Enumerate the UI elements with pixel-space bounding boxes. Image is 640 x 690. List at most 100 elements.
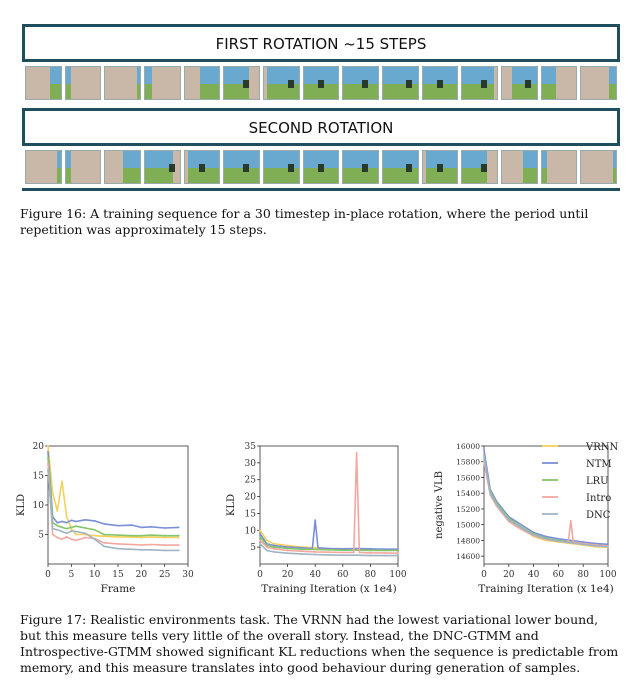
y-axis-label: KLD — [226, 494, 237, 516]
rotation-frame — [421, 66, 459, 100]
rotation-frame — [25, 66, 62, 100]
data-point — [177, 544, 180, 547]
data-point — [117, 547, 119, 550]
data-point — [607, 543, 609, 546]
rotation-frame — [382, 66, 419, 100]
data-point — [70, 519, 73, 522]
rotation-frame — [540, 66, 578, 100]
x-tick-label: 0 — [45, 570, 51, 580]
x-tick-label: 40 — [528, 570, 540, 580]
data-point — [272, 546, 275, 549]
x-tick-label: 40 — [309, 570, 321, 580]
data-point — [300, 550, 303, 553]
data-point — [117, 534, 119, 536]
y-tick-label: 30 — [245, 459, 257, 469]
data-point — [84, 532, 87, 535]
data-point — [520, 523, 523, 526]
data-point — [93, 528, 96, 531]
data-point — [56, 536, 59, 539]
data-point — [177, 534, 180, 537]
x-tick-label: 80 — [365, 570, 377, 580]
rotation-frame — [421, 150, 459, 184]
series-line-intro — [47, 463, 179, 546]
data-point — [341, 549, 344, 552]
data-point — [286, 544, 289, 547]
rotation-frame — [461, 150, 499, 184]
x-tick-label: 25 — [159, 570, 171, 580]
y-tick-label: 10 — [33, 501, 45, 511]
data-point — [355, 451, 358, 454]
data-point — [65, 515, 68, 518]
data-point — [607, 545, 609, 548]
data-point — [328, 548, 330, 551]
data-point — [397, 554, 399, 557]
data-point — [286, 547, 289, 550]
y-tick-label: 5 — [250, 543, 256, 553]
data-point — [61, 520, 63, 523]
rotation-frame — [144, 150, 181, 184]
data-point — [131, 543, 133, 546]
rotation-frame — [263, 66, 300, 100]
data-point — [75, 533, 77, 536]
data-point — [93, 538, 96, 541]
y-tick-label: 10 — [245, 526, 257, 536]
data-point — [47, 451, 49, 453]
first-rotation-title: FIRST ROTATION ~15 STEPS — [215, 35, 427, 53]
data-point — [259, 536, 261, 538]
data-point — [65, 521, 68, 524]
data-point — [557, 537, 560, 540]
figure17-caption: Figure 17: Realistic environments task. … — [20, 612, 619, 675]
data-point — [483, 449, 485, 451]
data-point — [177, 526, 180, 529]
data-point — [140, 544, 143, 547]
plot-frame — [259, 445, 399, 565]
vlb-vs-iteration-chart: 0 20 40 60 80 100 14600 14800 15000 15200 15400 156… — [434, 442, 619, 595]
data-point — [272, 542, 275, 545]
data-point — [369, 547, 372, 550]
x-tick-label: 5 — [68, 570, 74, 580]
rotation-frame — [342, 150, 380, 184]
data-point — [70, 530, 73, 532]
y-tick-label: 15 — [33, 472, 45, 482]
data-point — [259, 529, 261, 532]
data-point — [383, 551, 386, 554]
data-point — [149, 535, 152, 538]
data-point — [131, 524, 133, 526]
data-point — [61, 480, 63, 483]
data-point — [569, 541, 572, 544]
data-point — [314, 548, 317, 551]
rotation-frame — [302, 150, 340, 184]
rotation-frame — [223, 66, 261, 100]
data-point — [163, 549, 166, 552]
data-point — [314, 546, 317, 549]
legend-entry: Intro — [586, 493, 611, 504]
series-line-dnc — [483, 455, 609, 548]
data-point — [84, 527, 87, 529]
data-point — [47, 445, 49, 447]
x-tick-label: 20 — [503, 570, 515, 580]
data-point — [61, 538, 63, 541]
data-point — [51, 533, 54, 536]
data-point — [286, 549, 289, 552]
data-point — [383, 549, 386, 552]
data-point — [314, 553, 317, 556]
data-point — [75, 520, 77, 523]
frames-bottom-rule — [22, 188, 620, 191]
data-point — [56, 510, 59, 512]
data-point — [131, 548, 133, 551]
data-point — [266, 546, 268, 549]
data-point — [495, 503, 498, 506]
y-axis-label: KLD — [16, 494, 27, 516]
data-point — [272, 544, 275, 547]
x-axis-label: Training Iteration (x 1e4) — [261, 583, 396, 595]
y-axis-label: negative VLB — [434, 471, 445, 539]
data-point — [131, 534, 133, 537]
data-point — [149, 548, 152, 551]
data-point — [93, 534, 96, 537]
rotation-frame — [461, 66, 499, 100]
data-point — [397, 548, 399, 551]
second-rotation-frames — [25, 150, 618, 184]
data-point — [84, 536, 87, 539]
data-point — [259, 542, 261, 545]
